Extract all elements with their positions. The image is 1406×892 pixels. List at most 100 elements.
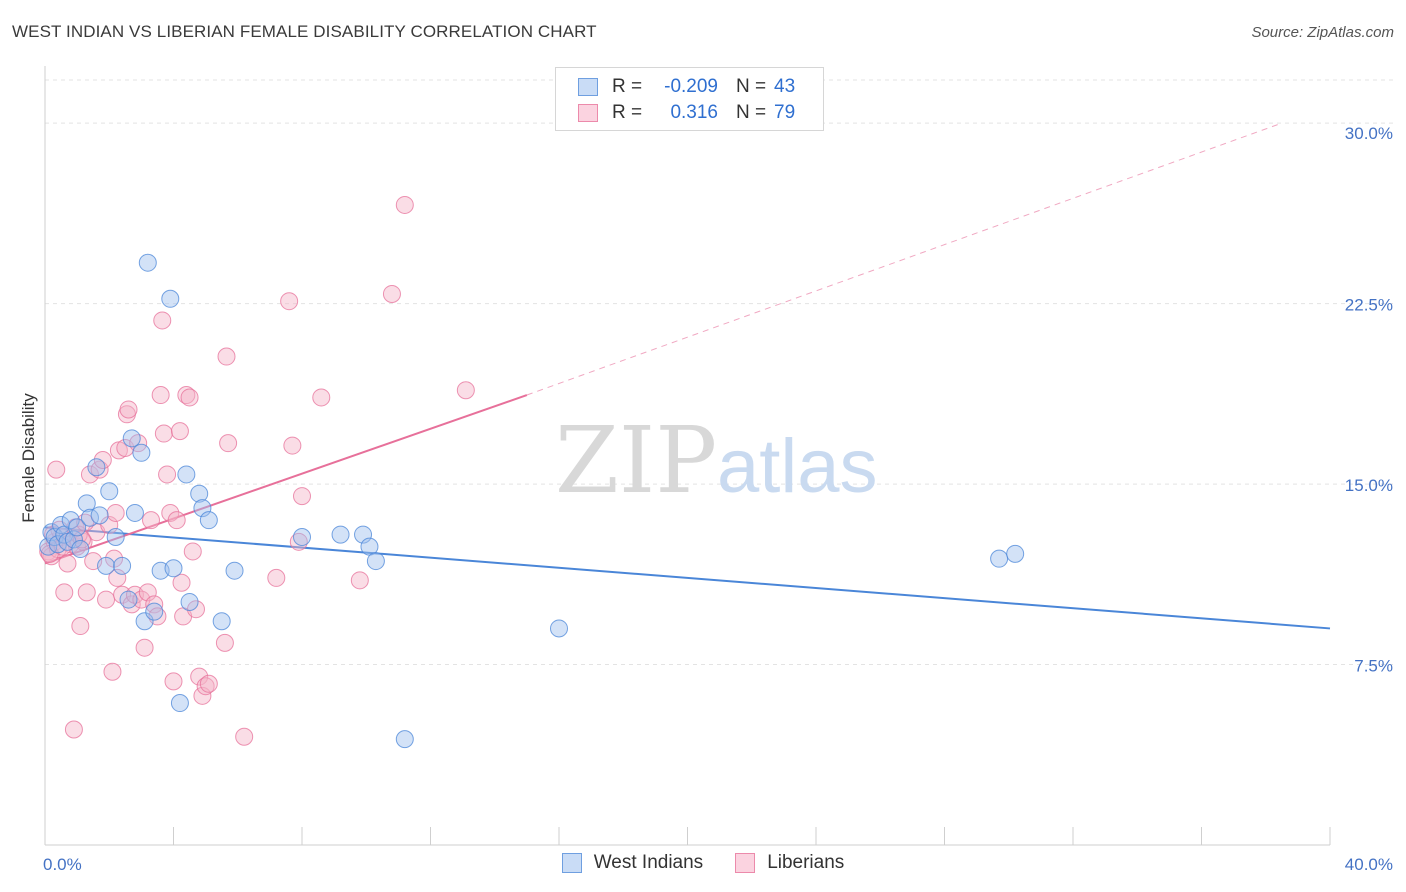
legend-item-west-indians: West Indians — [561, 852, 704, 874]
data-point-liberians — [183, 542, 202, 561]
data-point-liberians — [161, 503, 180, 522]
legend-swatch-west-indians — [578, 78, 598, 96]
data-point-liberians — [283, 436, 302, 455]
legend-r-label: R = — [612, 102, 643, 123]
data-point-west-indians — [106, 528, 125, 546]
data-point-liberians — [47, 460, 66, 479]
data-point-west-indians — [97, 556, 116, 575]
data-point-liberians — [215, 633, 234, 652]
data-point-west-indians — [52, 515, 71, 534]
data-point-liberians — [289, 532, 308, 551]
data-point-west-indians — [122, 429, 141, 448]
legend-label-west-indians: West Indians — [593, 852, 704, 873]
trend-line-liberians — [44, 394, 528, 565]
trend-line-west-indians — [44, 526, 1331, 630]
data-point-liberians — [103, 662, 122, 681]
data-point-liberians — [172, 573, 191, 592]
data-point-west-indians — [87, 458, 106, 477]
legend-swatch-liberians — [735, 853, 756, 873]
y-tick-label: 7.5% — [1354, 657, 1393, 676]
data-point-liberians — [190, 667, 209, 686]
data-point-liberians — [180, 388, 199, 407]
data-point-liberians — [177, 386, 196, 405]
data-point-west-indians — [135, 612, 154, 631]
data-point-liberians — [219, 434, 238, 453]
stats-legend: R = -0.209 N = 43 R = 0.316 N = 79 — [555, 67, 824, 131]
data-point-west-indians — [145, 602, 164, 621]
data-point-liberians — [199, 674, 218, 693]
data-point-liberians — [80, 465, 99, 484]
chart-title: WEST INDIAN VS LIBERIAN FEMALE DISABILIT… — [12, 22, 597, 41]
data-point-liberians — [217, 347, 236, 366]
data-point-west-indians — [395, 730, 414, 749]
y-axis-label: Female Disability — [19, 393, 38, 523]
data-point-liberians — [456, 381, 475, 400]
data-point-liberians — [151, 386, 170, 405]
data-point-west-indians — [366, 552, 385, 571]
data-point-liberians — [55, 583, 74, 602]
data-point-liberians — [58, 554, 77, 573]
source-note: Source: ZipAtlas.com — [1251, 24, 1394, 41]
data-point-liberians — [395, 195, 414, 214]
x-tick-label: 0.0% — [43, 855, 82, 874]
data-point-liberians — [145, 595, 164, 614]
data-point-liberians — [167, 511, 186, 530]
trend-lines — [44, 122, 1331, 630]
data-point-west-indians — [180, 592, 199, 611]
series-legend: West Indians Liberians — [0, 852, 1406, 874]
data-point-west-indians — [170, 694, 189, 713]
legend-r-value: 0.316 — [670, 102, 718, 123]
legend-row-west-indians: R = -0.209 N = 43 — [578, 74, 795, 100]
legend-r-value: -0.209 — [664, 76, 718, 97]
watermark-atlas: atlas — [717, 424, 878, 509]
data-point-liberians — [64, 720, 83, 739]
axes — [44, 66, 1331, 846]
data-point-west-indians — [212, 612, 231, 631]
legend-swatch-west-indians — [561, 853, 582, 873]
legend-label-liberians: Liberians — [767, 852, 845, 873]
data-point-west-indians — [68, 518, 87, 537]
data-point-west-indians — [161, 289, 180, 308]
watermark-zip: ZIP — [555, 407, 717, 514]
data-point-liberians — [280, 292, 299, 311]
data-point-liberians — [170, 422, 189, 441]
tick-labels: 7.5% 15.0% 22.5% 30.0% 0.0% 40.0% — [43, 124, 1393, 874]
data-point-liberians — [350, 571, 369, 590]
data-points — [39, 195, 1025, 749]
data-point-west-indians — [190, 484, 209, 503]
data-point-liberians — [90, 460, 109, 479]
data-point-west-indians — [100, 482, 119, 501]
data-point-liberians — [153, 311, 172, 330]
data-point-west-indians — [90, 506, 109, 525]
data-point-west-indians — [990, 549, 1009, 568]
data-point-liberians — [106, 503, 125, 522]
y-tick-label: 15.0% — [1345, 476, 1393, 495]
data-point-liberians — [119, 400, 138, 419]
data-point-west-indians — [550, 619, 568, 638]
legend-n-value: 79 — [774, 102, 796, 123]
data-point-west-indians — [61, 511, 80, 530]
data-point-west-indians — [132, 443, 151, 462]
legend-r-label: R = — [612, 76, 643, 97]
data-point-liberians — [71, 617, 90, 636]
data-point-liberians — [312, 388, 331, 407]
data-point-liberians — [186, 600, 205, 619]
data-point-liberians — [267, 568, 286, 587]
data-point-liberians — [382, 284, 401, 303]
data-point-west-indians — [1006, 544, 1025, 563]
data-point-west-indians — [113, 556, 132, 575]
legend-n-label: N = — [736, 102, 767, 123]
legend-n-value: 43 — [774, 76, 796, 97]
data-point-liberians — [235, 727, 254, 746]
data-point-west-indians — [225, 561, 244, 580]
data-point-liberians — [93, 451, 112, 469]
legend-n-label: N = — [736, 76, 767, 97]
data-point-west-indians — [64, 530, 83, 549]
data-point-west-indians — [77, 494, 96, 513]
data-point-west-indians — [199, 511, 218, 530]
legend-swatch-liberians — [578, 104, 598, 122]
data-point-liberians — [97, 590, 116, 609]
data-point-west-indians — [119, 590, 138, 609]
data-point-liberians — [196, 677, 215, 696]
